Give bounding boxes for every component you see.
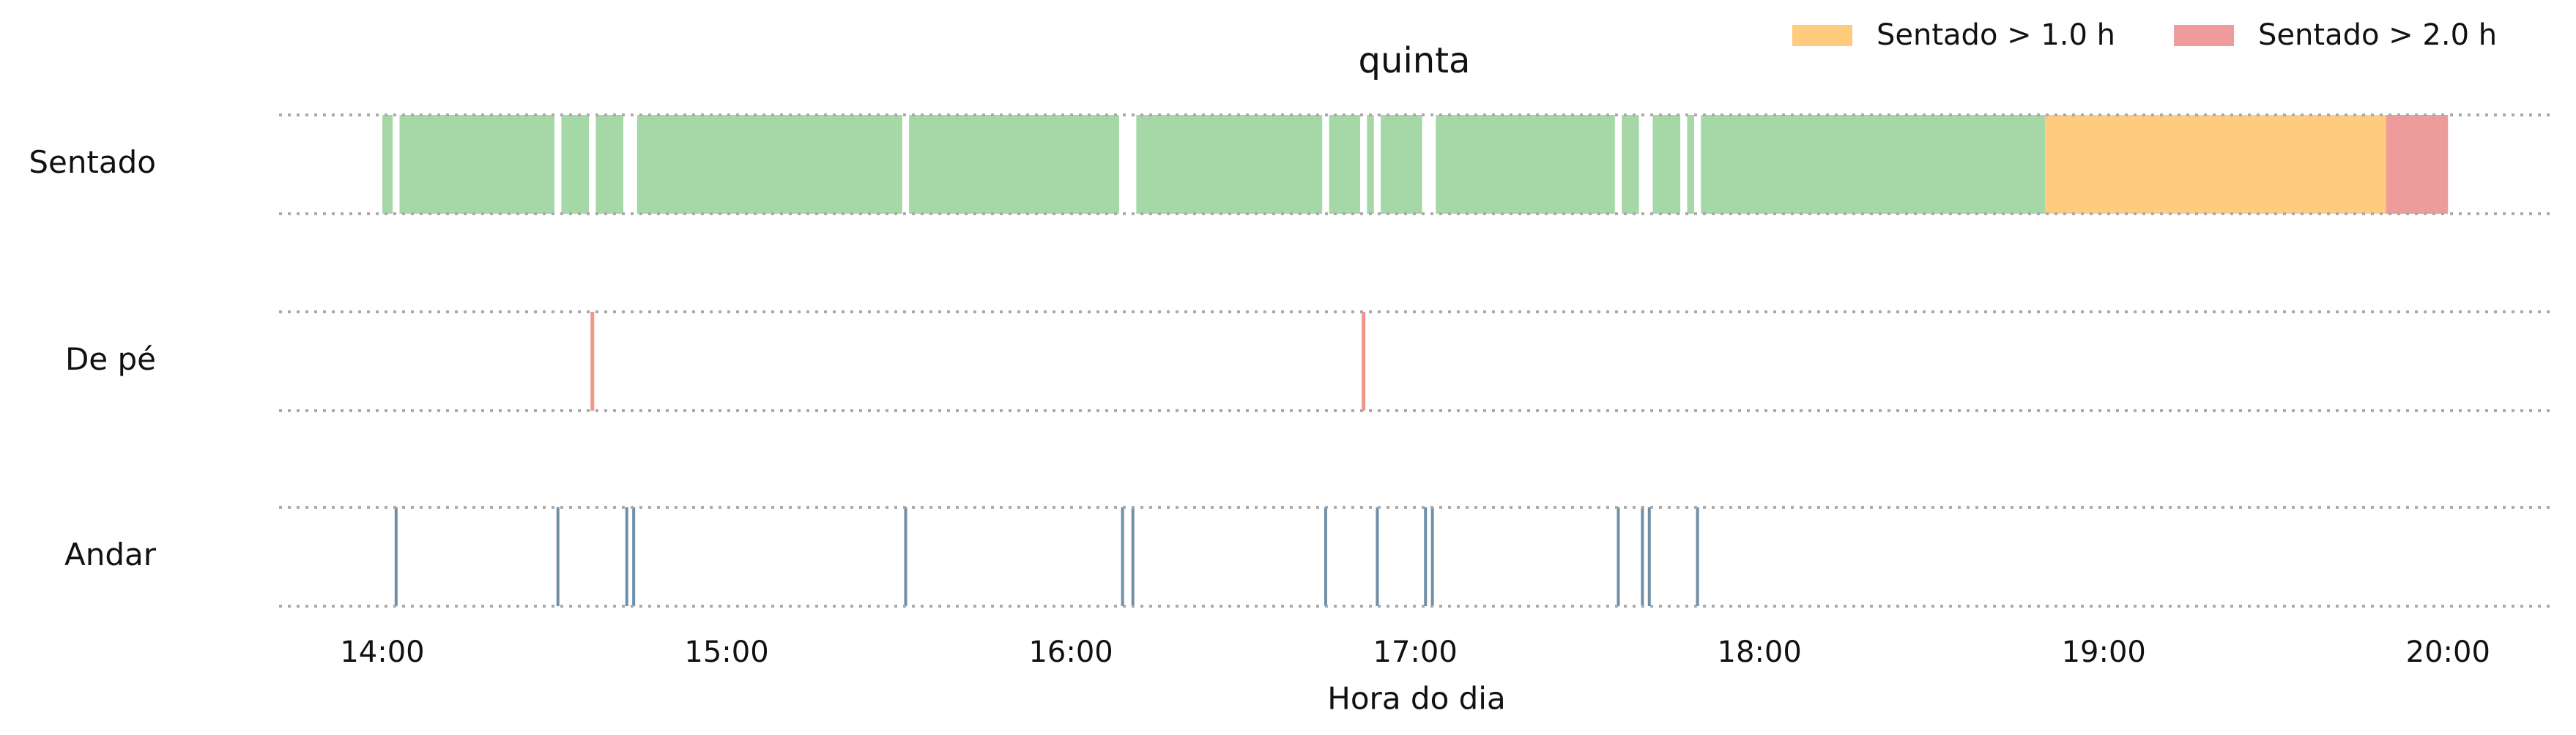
interval — [1367, 115, 1374, 214]
x-tick-label: 17:00 — [1373, 635, 1458, 669]
x-tick-label: 15:00 — [684, 635, 768, 669]
chart-title: quinta — [1359, 40, 1471, 81]
x-axis-label: Hora do dia — [1327, 681, 1505, 717]
x-tick-label: 14:00 — [340, 635, 424, 669]
interval — [2386, 115, 2449, 214]
x-tick-label: 20:00 — [2406, 635, 2490, 669]
legend-swatch — [2174, 25, 2235, 46]
interval — [399, 115, 555, 214]
interval — [382, 115, 393, 214]
interval — [2045, 115, 2386, 214]
x-tick-label: 19:00 — [2062, 635, 2146, 669]
row-label: Andar — [64, 537, 157, 572]
interval — [1436, 115, 1615, 214]
interval — [1701, 115, 2046, 214]
interval — [636, 115, 902, 214]
legend-label: Sentado > 2.0 h — [2258, 18, 2497, 52]
row-label: De pé — [65, 341, 156, 377]
interval — [1652, 115, 1681, 214]
row-label: Sentado — [29, 144, 156, 180]
interval — [1381, 115, 1422, 214]
interval — [561, 115, 590, 214]
legend-label: Sentado > 1.0 h — [1877, 18, 2115, 52]
x-tick-label: 16:00 — [1028, 635, 1113, 669]
x-tick-label: 18:00 — [1718, 635, 1802, 669]
interval — [1329, 115, 1360, 214]
interval — [1136, 115, 1323, 214]
interval — [1687, 115, 1694, 214]
interval — [909, 115, 1119, 214]
legend-swatch — [1792, 25, 1852, 46]
interval — [595, 115, 624, 214]
interval — [1622, 115, 1639, 214]
